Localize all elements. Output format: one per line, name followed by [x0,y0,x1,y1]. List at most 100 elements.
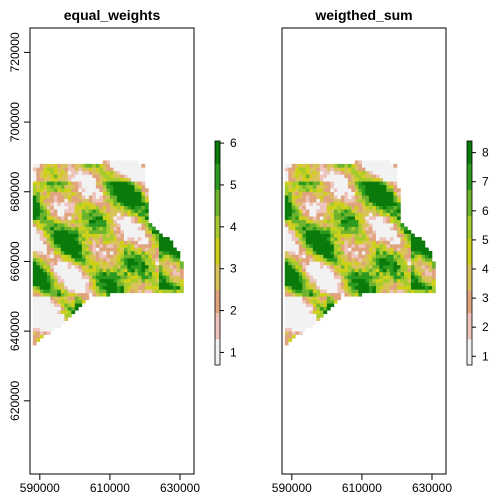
raster-cell [123,219,128,224]
raster-cell [319,191,324,196]
raster-cell [379,209,384,213]
raster-cell [92,163,97,168]
raster-cell [382,261,387,266]
raster-cell [379,191,384,196]
raster-cell [144,251,149,255]
raster-cell [95,170,100,175]
raster-cell [351,268,356,273]
raster-cell [340,216,345,220]
raster-cell [179,268,184,273]
raster-cell [347,230,352,234]
raster-cell [323,170,328,175]
raster-cell [57,320,62,325]
raster-cell [354,268,359,273]
colorbar-swatch [215,361,220,366]
raster-cell [50,167,55,172]
raster-cell [92,244,97,248]
raster-cell [95,244,100,248]
raster-cell [403,237,408,241]
raster-cell [144,216,149,220]
raster-cell [284,184,289,189]
raster-cell [50,261,55,266]
raster-cell [330,216,335,220]
raster-cell [141,216,146,220]
raster-cell [295,174,300,179]
colorbar-swatch [215,297,220,302]
raster-cell [340,289,345,294]
raster-cell [291,198,296,203]
colorbar-swatch [467,185,472,190]
raster-cell [137,247,142,252]
raster-cell [358,205,363,210]
raster-cell [148,254,153,259]
colorbar-tick-label: 1 [230,345,237,359]
raster-cell [36,177,41,182]
colorbar-swatch [215,301,220,306]
raster-cell [148,278,153,283]
raster-cell [39,278,44,283]
raster-cell [302,195,307,200]
raster-cell [88,191,93,196]
raster-cell [316,212,321,217]
raster-cell [302,181,307,186]
raster-cell [64,285,69,290]
raster-cell [309,191,314,196]
raster-cell [113,271,118,276]
raster-cell [78,244,83,248]
raster-cell [67,254,72,259]
raster-cell [372,271,377,276]
raster-cell [123,223,128,227]
raster-cell [81,184,86,189]
raster-cell [179,264,184,269]
raster-cell [176,268,181,273]
raster-cell [32,212,37,217]
raster-cell [319,303,324,308]
raster-cell [144,254,149,259]
raster-cell [316,219,321,224]
raster-cell [428,271,433,276]
raster-cell [288,167,293,172]
colorbar-swatch [467,271,472,276]
raster-cell [316,247,321,252]
raster-cell [319,292,324,297]
raster-cell [309,247,314,252]
raster-cell [410,257,415,262]
raster-cell [298,282,303,287]
raster-cell [330,271,335,276]
raster-cell [71,268,76,273]
raster-cell [295,181,300,186]
raster-cell [368,226,373,231]
raster-cell [396,233,401,238]
raster-cell [32,163,37,168]
raster-cell [365,181,370,186]
raster-cell [316,198,321,203]
raster-cell [414,261,419,266]
raster-cell [88,230,93,234]
raster-cell [179,285,184,290]
raster-cell [302,275,307,280]
raster-cell [155,268,160,273]
raster-cell [57,310,62,315]
raster-cell [295,188,300,193]
raster-cell [333,167,338,172]
raster-cell [43,191,48,196]
raster-cell [64,292,69,297]
raster-cell [375,216,380,220]
raster-cell [358,254,363,259]
raster-cell [337,296,342,301]
raster-cell [67,167,72,172]
raster-cell [88,240,93,245]
raster-cell [144,268,149,273]
raster-cell [71,233,76,238]
raster-cell [71,184,76,189]
raster-cell [109,219,114,224]
raster-cell [141,167,146,172]
raster-cell [46,181,51,186]
colorbar-swatch [215,316,220,321]
raster-cell [375,251,380,255]
raster-cell [95,230,100,234]
raster-cell [305,278,310,283]
raster-cell [302,237,307,241]
raster-cell [316,285,321,290]
raster-cell [85,296,90,301]
